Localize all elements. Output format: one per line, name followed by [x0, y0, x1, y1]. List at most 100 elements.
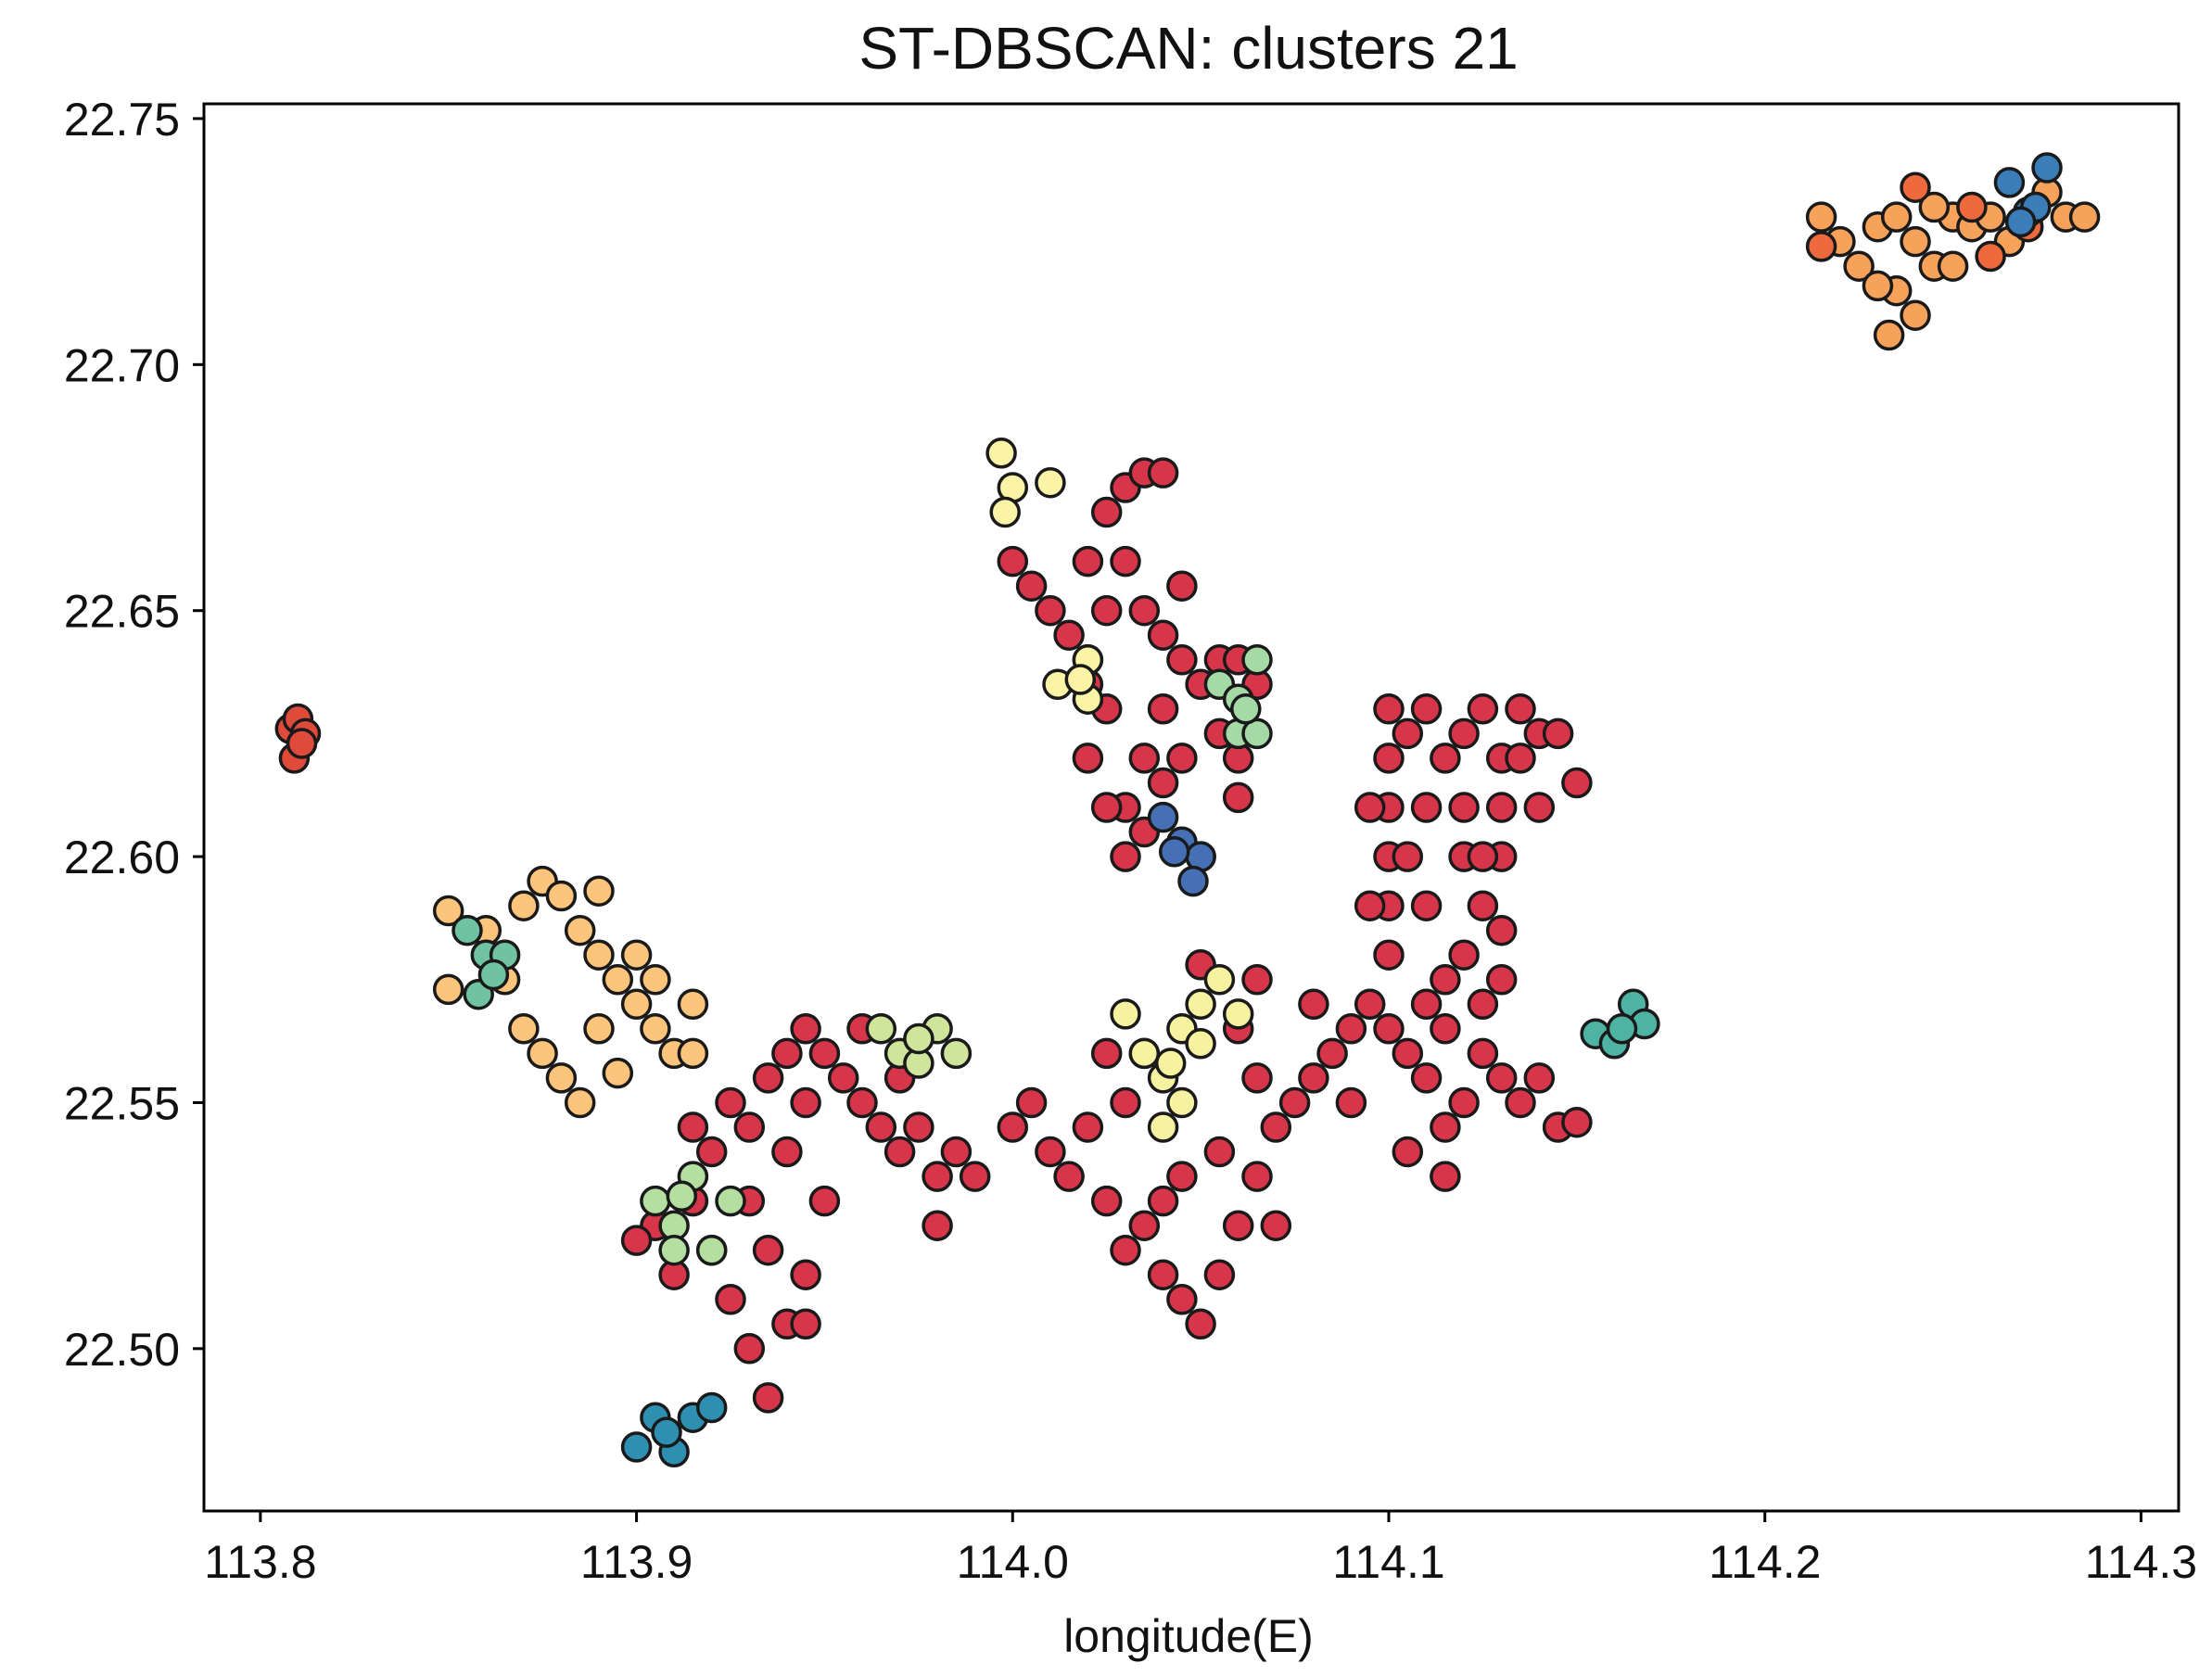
point-main-cluster-136 [1128, 743, 1161, 774]
x-tick-label: 113.8 [204, 1536, 316, 1588]
point-main-cluster-104 [1392, 841, 1424, 872]
point-main-cluster-103 [1410, 890, 1443, 921]
points-layer [274, 152, 2101, 1468]
point-red-west-4 [286, 728, 318, 759]
series-blue-northeast [1993, 152, 2063, 238]
point-lightorange-west-16 [545, 1062, 578, 1094]
point-main-cluster-120 [1053, 619, 1085, 651]
point-orange-northeast-19 [1918, 191, 1951, 223]
point-main-cluster-105 [1410, 792, 1443, 823]
series-teal-east [1580, 988, 1660, 1060]
point-lightgreen-north-5 [1230, 693, 1262, 725]
point-main-cluster-8 [790, 1013, 821, 1045]
point-main-cluster-130 [1166, 644, 1198, 676]
point-main-cluster-58 [1430, 1111, 1461, 1143]
point-blue-northeast-0 [1993, 167, 2026, 198]
point-yellow-center-4 [1147, 1111, 1179, 1143]
y-tick-label: 22.65 [64, 586, 180, 638]
point-main-cluster-33 [620, 1225, 653, 1256]
point-main-cluster-11 [846, 1086, 878, 1119]
point-blue-south-0 [620, 1431, 653, 1463]
point-lightyellow-north-2 [989, 496, 1021, 528]
point-main-cluster-54 [1354, 988, 1386, 1021]
point-main-cluster-81 [1373, 939, 1405, 971]
point-lightgreen-southwest-6 [666, 1180, 698, 1213]
point-main-cluster-73 [1392, 1136, 1424, 1168]
point-main-cluster-93 [1505, 693, 1536, 725]
point-main-cluster-74 [1430, 1161, 1461, 1192]
point-main-cluster-85 [1373, 743, 1405, 774]
point-main-cluster-129 [1147, 619, 1179, 651]
point-main-cluster-16 [940, 1136, 973, 1168]
point-main-cluster-5 [733, 1111, 766, 1143]
point-lightorange-west-9 [620, 988, 653, 1021]
point-main-cluster-36 [1015, 1086, 1048, 1119]
point-main-cluster-101 [1467, 988, 1499, 1021]
plot-frame [202, 102, 2180, 1513]
point-main-cluster-126 [1147, 457, 1179, 489]
point-lightorange-west-8 [602, 964, 634, 996]
point-main-cluster-114 [1410, 988, 1443, 1021]
point-main-cluster-91 [1467, 693, 1499, 725]
point-main-cluster-128 [1128, 594, 1161, 627]
point-lightorange-west-18 [583, 1013, 615, 1045]
point-main-cluster-4 [715, 1086, 746, 1119]
point-main-cluster-79 [1090, 1037, 1123, 1070]
point-yellowgreen-west-4 [940, 1037, 973, 1070]
point-lightgreen-southwest-5 [658, 1234, 690, 1266]
point-lightorange-west-10 [640, 1013, 671, 1045]
point-lightgreen-southwest-3 [695, 1234, 728, 1266]
point-main-cluster-62 [1505, 1086, 1536, 1119]
point-main-cluster-110 [1467, 841, 1499, 872]
point-main-cluster-53 [1335, 1013, 1367, 1045]
point-main-cluster-90 [1448, 717, 1480, 750]
point-main-cluster-78 [1147, 1185, 1179, 1217]
point-main-cluster-57 [1410, 1062, 1443, 1094]
point-blue-northeast-2 [2031, 152, 2063, 184]
point-main-cluster-45 [1185, 1308, 1216, 1340]
point-yellowgreen-west-5 [903, 1022, 934, 1055]
point-orange-northeast-18 [1873, 319, 1905, 351]
point-main-cluster-52 [1316, 1037, 1348, 1070]
y-tick-label: 22.60 [64, 832, 180, 883]
point-main-cluster-117 [997, 545, 1029, 578]
point-main-cluster-96 [1561, 767, 1593, 799]
x-tick-label: 114.3 [2085, 1536, 2197, 1588]
point-orange-northeast-16 [1900, 299, 1931, 331]
point-lightorange-west-3 [508, 890, 540, 921]
point-lightyellow-north-0 [985, 438, 1017, 469]
point-main-cluster-34 [790, 1086, 821, 1119]
point-teal-west-0 [451, 914, 483, 946]
point-main-cluster-116 [1354, 792, 1386, 823]
point-main-cluster-87 [1392, 717, 1424, 750]
point-main-cluster-46 [1203, 1259, 1236, 1290]
point-main-cluster-48 [1241, 1161, 1273, 1192]
point-main-cluster-14 [903, 1111, 934, 1143]
point-orange-northeast-2 [1843, 250, 1875, 282]
y-axis: 22.50 22.55 22.60 22.65 22.70 22.75 [64, 94, 204, 1376]
point-lightgreen-north-2 [1241, 644, 1273, 676]
point-lightgreen-north-4 [1241, 717, 1273, 750]
point-main-cluster-28 [752, 1234, 784, 1266]
point-main-cluster-32 [922, 1210, 953, 1241]
point-main-cluster-127 [1110, 545, 1141, 578]
point-main-cluster-141 [1166, 743, 1198, 774]
point-main-cluster-111 [1485, 914, 1518, 946]
point-main-cluster-7 [771, 1037, 803, 1070]
point-lightorange-west-5 [545, 880, 578, 912]
point-lightorange-west-22 [432, 973, 464, 1006]
point-main-cluster-19 [733, 1333, 766, 1365]
point-main-cluster-88 [1410, 693, 1443, 725]
point-main-cluster-61 [1485, 1062, 1518, 1094]
point-main-cluster-13 [884, 1136, 916, 1168]
point-main-cluster-43 [1147, 1259, 1179, 1290]
point-yellow-center-0 [1110, 998, 1141, 1030]
point-main-cluster-47 [1222, 1210, 1254, 1241]
point-main-cluster-42 [1128, 1210, 1161, 1241]
point-main-cluster-106 [1448, 792, 1480, 823]
point-blue-northeast-4 [2004, 206, 2037, 238]
point-main-cluster-60 [1467, 1037, 1499, 1070]
point-main-cluster-147 [1072, 743, 1104, 774]
point-main-cluster-3 [695, 1136, 728, 1168]
